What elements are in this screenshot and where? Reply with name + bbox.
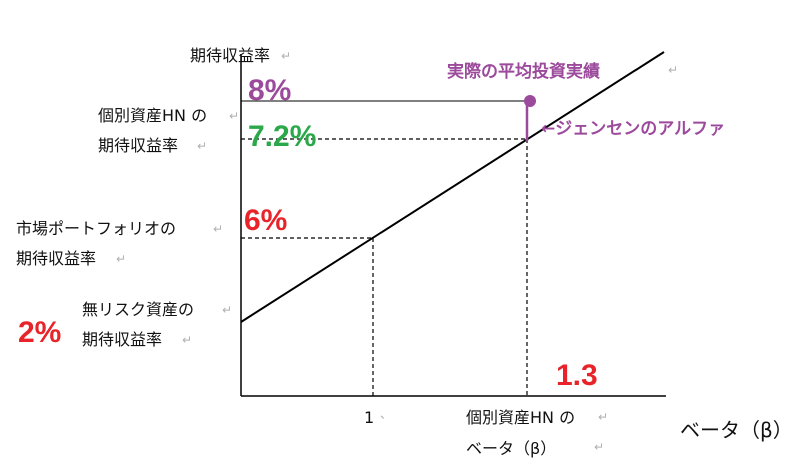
market-expected-label-line1: 市場ポートフォリオの — [16, 219, 176, 238]
hn-beta-value: 1.3 — [556, 359, 598, 392]
x-axis-title: ベータ（β） — [680, 418, 793, 442]
hn-expected-label-line1: 個別資産HN の — [98, 106, 207, 125]
riskfree-return-value: 2% — [18, 316, 61, 349]
market-expected-label-line2: 期待収益率 — [16, 249, 96, 268]
riskfree-label-line2: 期待収益率 — [82, 330, 162, 349]
x-tick-one: 1 — [364, 408, 374, 427]
x-tick-one-mark: 、 — [380, 407, 392, 421]
riskfree-label-line1: 無リスク資産の — [82, 300, 194, 319]
hn-beta-line2-mark: ↵ — [594, 440, 604, 454]
hn-expected-return-value: 7.2% — [248, 120, 316, 153]
security-market-line — [240, 51, 665, 323]
hn-beta-label-line1: 個別資産HN の — [466, 408, 575, 427]
y-axis-title: 期待収益率 — [190, 46, 270, 65]
y-axis-title-mark: ↵ — [281, 49, 291, 63]
actual-return-value: 8% — [248, 74, 291, 107]
riskfree-label-line2-mark: ↵ — [182, 333, 192, 347]
actual-label-mark: ↵ — [668, 63, 678, 77]
market-return-value: 6% — [244, 204, 287, 237]
actual-return-point — [524, 95, 536, 107]
market-label-line2-mark: ↵ — [116, 252, 126, 266]
hn-expected-label-line2: 期待収益率 — [98, 136, 178, 155]
riskfree-label-line1-mark: ↵ — [222, 303, 232, 317]
hn-label-line2-mark: ↵ — [197, 139, 207, 153]
actual-return-label: 実際の平均投資実績 — [447, 61, 600, 82]
jensen-alpha-label: ←ジェンセンのアルファ — [541, 119, 725, 139]
hn-beta-line1-mark: ↵ — [598, 410, 608, 424]
market-label-line1-mark: ↵ — [213, 222, 223, 236]
hn-label-line1-mark: ↵ — [229, 109, 239, 123]
hn-beta-label-line2: ベータ（β） — [466, 439, 556, 458]
